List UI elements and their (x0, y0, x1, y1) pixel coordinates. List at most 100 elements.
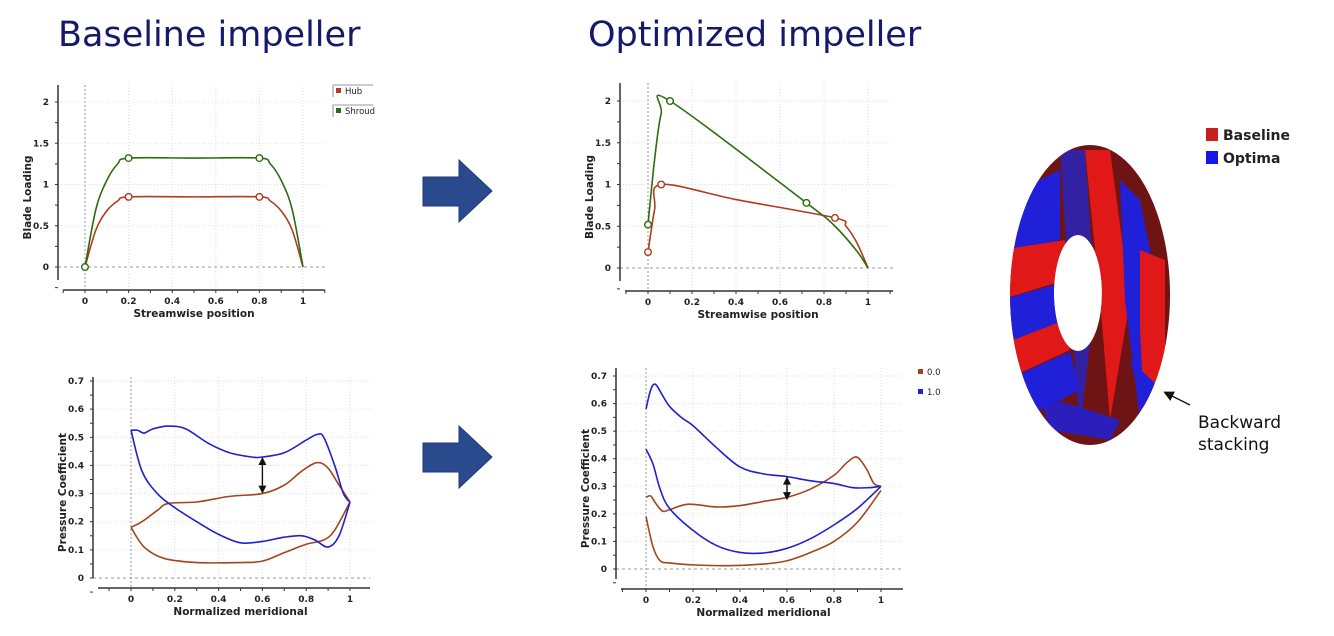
control-point-marker[interactable] (644, 220, 653, 229)
y-axis-label: Blade Loading (22, 155, 34, 239)
impeller-legend: Baseline Optima (1206, 128, 1290, 167)
control-point-marker[interactable] (666, 96, 675, 105)
x-axis-label: Normalized meridional (696, 607, 830, 619)
x-tick-label: 1 (865, 298, 871, 308)
y-tick-label: 0.2 (68, 518, 84, 528)
y-tick-label: 0.5 (68, 433, 84, 443)
series-line-2 (130, 425, 351, 503)
legend-label: 1.0 (927, 388, 941, 398)
arrow-head-up (258, 456, 267, 465)
y-tick-label: 1.5 (595, 139, 611, 149)
legend-label: Shroud (345, 107, 375, 117)
y-tick-label: 0 (601, 565, 607, 575)
x-tick-label: 1 (347, 595, 353, 605)
control-point-marker[interactable] (831, 213, 840, 222)
x-axis-label: Streamwise position (697, 309, 818, 321)
arrow-head-up (783, 476, 791, 485)
x-tick-label: 0 (128, 595, 134, 605)
chart-0: 0 0.2 0.4 0.6 0.8 1 0 0.5 1 1.5 2 Streamwise positi… (22, 84, 375, 320)
y-tick-label: 2 (43, 98, 49, 108)
arrow-head-down (783, 492, 791, 501)
control-point-marker[interactable] (124, 154, 133, 163)
arrow-head-down (258, 485, 267, 494)
y-tick-label: 0 (605, 264, 611, 274)
title-optimized: Optimized impeller (588, 15, 922, 55)
y-tick-label: 0.5 (595, 222, 611, 232)
y-tick-label: 0 (43, 263, 49, 273)
y-tick-label: 0.5 (591, 427, 607, 437)
y-tick-label: 1 (605, 181, 611, 191)
x-tick-label: 0.8 (816, 298, 832, 308)
x-tick-label: 0.6 (772, 298, 788, 308)
y-tick-label: 1.5 (33, 139, 49, 149)
x-tick-label: 0.2 (167, 595, 183, 605)
charts: 0 0.2 0.4 0.6 0.8 1 0 0.5 1 1.5 2 Streamwise positi… (22, 83, 941, 619)
legend-swatch-baseline (1206, 128, 1218, 141)
annotation-line-1: Backward (1198, 413, 1281, 433)
y-tick-label: 1 (43, 181, 49, 191)
series-line-0 (130, 461, 351, 529)
chart-1: 0 0.2 0.4 0.6 0.8 1 0 0.1 0.2 0.3 0.4 0.5 0.6 0.7 Norm… (57, 377, 370, 618)
control-point-marker[interactable] (124, 192, 133, 201)
y-tick-label: 0.6 (68, 405, 84, 415)
control-point-marker[interactable] (255, 154, 264, 163)
series-line-1 (84, 156, 304, 268)
x-tick-label: 1 (300, 297, 306, 307)
legend-swatch (336, 88, 341, 93)
x-tick-label: 0.4 (164, 297, 180, 307)
legend-swatch (336, 108, 341, 113)
y-axis-label: Blade Loading (584, 155, 596, 239)
control-point-marker[interactable] (80, 263, 89, 272)
y-tick-label: 2 (605, 97, 611, 107)
series-line-1 (645, 489, 882, 567)
series-line-0 (84, 195, 304, 268)
legend-label: 0.0 (927, 368, 941, 378)
x-tick-label: 0.4 (732, 596, 748, 606)
annotation-arrow (1163, 391, 1191, 406)
legend-frame (332, 104, 373, 117)
series-line-3 (130, 430, 351, 548)
x-axis-label: Normalized meridional (173, 606, 307, 618)
y-tick-label: 0 (78, 574, 84, 584)
series-line-1 (130, 501, 351, 564)
legend-label-optima: Optima (1223, 151, 1280, 167)
control-point-marker[interactable] (657, 180, 666, 189)
series-line-1 (647, 94, 869, 269)
y-tick-label: 0.4 (591, 455, 607, 465)
control-point-marker[interactable] (255, 192, 264, 201)
block-arrow-top (422, 158, 493, 224)
y-tick-label: 0.1 (68, 546, 84, 556)
x-tick-label: 0 (82, 297, 88, 307)
series-line-0 (645, 456, 882, 513)
control-point-marker[interactable] (802, 198, 811, 207)
y-tick-label: 0.6 (591, 400, 607, 410)
y-tick-label: 0.4 (68, 461, 84, 471)
x-tick-label: 0.8 (251, 297, 267, 307)
chart-2: 0 0.2 0.4 0.6 0.8 1 0 0.5 1 1.5 2 Streamwise positi… (584, 83, 893, 321)
y-axis-label: Pressure Coefficient (57, 433, 69, 552)
x-tick-label: 0.6 (208, 297, 224, 307)
legend-swatch (918, 389, 923, 394)
block-arrow-bottom (422, 424, 493, 490)
y-tick-label: 0.5 (33, 222, 49, 232)
y-tick-label: 0.7 (68, 377, 84, 387)
legend-swatch (918, 369, 923, 374)
y-tick-label: 0.3 (68, 490, 84, 500)
control-point-marker[interactable] (644, 248, 653, 257)
x-tick-label: 0.6 (779, 596, 795, 606)
legend-label-baseline: Baseline (1223, 128, 1290, 144)
x-tick-label: 0.8 (298, 595, 314, 605)
x-tick-label: 0.2 (121, 297, 137, 307)
x-tick-label: 0.4 (211, 595, 227, 605)
x-tick-label: 0.2 (684, 298, 700, 308)
x-tick-label: 0 (645, 298, 651, 308)
y-tick-label: 0.2 (591, 510, 607, 520)
x-tick-label: 1 (878, 596, 884, 606)
y-tick-label: 0.3 (591, 482, 607, 492)
annotation-line-2: stacking (1198, 435, 1269, 455)
series-line-2 (645, 383, 882, 489)
x-axis-label: Streamwise position (133, 308, 254, 320)
title-baseline: Baseline impeller (58, 15, 361, 55)
legend-frame (332, 84, 373, 97)
